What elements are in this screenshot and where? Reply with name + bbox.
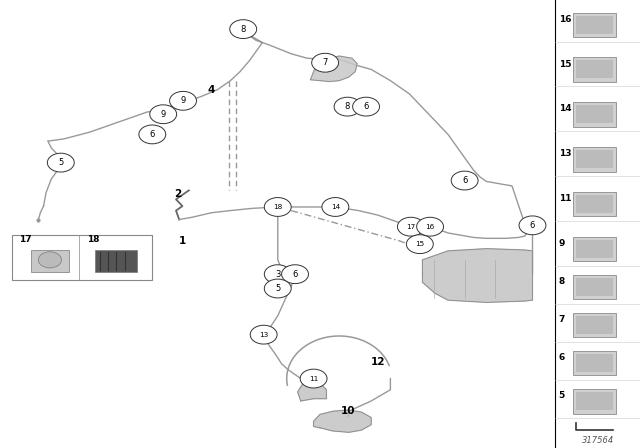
Bar [576, 16, 613, 34]
Text: 9: 9 [161, 110, 166, 119]
Text: 6: 6 [364, 102, 369, 111]
Bar [576, 354, 613, 372]
Polygon shape [314, 410, 371, 432]
Circle shape [282, 265, 308, 284]
Text: 8: 8 [559, 277, 565, 286]
Bar [576, 60, 613, 78]
Text: 11: 11 [309, 375, 318, 382]
Text: 5: 5 [559, 391, 565, 400]
Text: 8: 8 [345, 102, 350, 111]
Bar [576, 150, 613, 168]
Text: 6: 6 [150, 130, 155, 139]
Circle shape [139, 125, 166, 144]
Circle shape [264, 198, 291, 216]
Circle shape [312, 53, 339, 72]
Bar [576, 195, 613, 213]
Text: 15: 15 [415, 241, 424, 247]
Circle shape [519, 216, 546, 235]
Text: 317564: 317564 [582, 435, 614, 444]
Text: 11: 11 [559, 194, 572, 203]
Circle shape [170, 91, 196, 110]
Bar [576, 316, 613, 334]
Text: 16: 16 [559, 15, 572, 24]
Circle shape [230, 20, 257, 39]
Text: 5: 5 [275, 284, 280, 293]
Bar [573, 351, 616, 375]
Text: 18: 18 [273, 204, 282, 210]
Bar [95, 250, 137, 272]
Circle shape [264, 265, 291, 284]
Text: 6: 6 [462, 176, 467, 185]
Bar [573, 275, 616, 299]
Circle shape [334, 97, 361, 116]
Circle shape [250, 325, 277, 344]
Circle shape [38, 252, 61, 268]
Bar [576, 240, 613, 258]
Text: 6: 6 [292, 270, 298, 279]
Text: 3: 3 [275, 270, 280, 279]
Text: 4: 4 [207, 85, 215, 95]
Text: 2: 2 [173, 189, 181, 198]
Polygon shape [422, 249, 532, 302]
Bar [573, 147, 616, 172]
Bar [576, 392, 613, 410]
Circle shape [353, 97, 380, 116]
Circle shape [150, 105, 177, 124]
Circle shape [417, 217, 444, 236]
Polygon shape [298, 379, 326, 401]
Bar [576, 105, 613, 123]
Text: 14: 14 [559, 104, 572, 113]
Bar [12, 235, 152, 280]
Text: 1: 1 [179, 236, 186, 246]
Bar [576, 278, 613, 296]
Circle shape [406, 235, 433, 254]
Text: 17: 17 [19, 235, 32, 244]
Circle shape [47, 153, 74, 172]
Text: 12: 12 [371, 357, 385, 366]
Text: 9: 9 [180, 96, 186, 105]
Text: 6: 6 [559, 353, 565, 362]
Circle shape [451, 171, 478, 190]
Bar [573, 237, 616, 261]
Text: 7: 7 [559, 315, 565, 324]
Circle shape [264, 279, 291, 298]
Bar [573, 57, 616, 82]
Circle shape [300, 369, 327, 388]
Bar [573, 102, 616, 127]
Bar [573, 192, 616, 216]
Text: 9: 9 [559, 239, 565, 248]
Text: 10: 10 [341, 406, 355, 416]
Bar [573, 13, 616, 37]
Text: 6: 6 [530, 221, 535, 230]
Text: 18: 18 [87, 235, 99, 244]
Bar [573, 313, 616, 337]
Circle shape [397, 217, 424, 236]
Text: 15: 15 [559, 60, 572, 69]
Text: 13: 13 [559, 149, 572, 158]
Text: 8: 8 [241, 25, 246, 34]
Text: 14: 14 [331, 204, 340, 210]
Text: 13: 13 [259, 332, 268, 338]
Bar [573, 389, 616, 414]
Circle shape [322, 198, 349, 216]
Text: 17: 17 [406, 224, 415, 230]
Bar [31, 250, 69, 272]
Polygon shape [310, 56, 357, 82]
Text: 5: 5 [58, 158, 63, 167]
Text: 16: 16 [426, 224, 435, 230]
Text: 7: 7 [323, 58, 328, 67]
